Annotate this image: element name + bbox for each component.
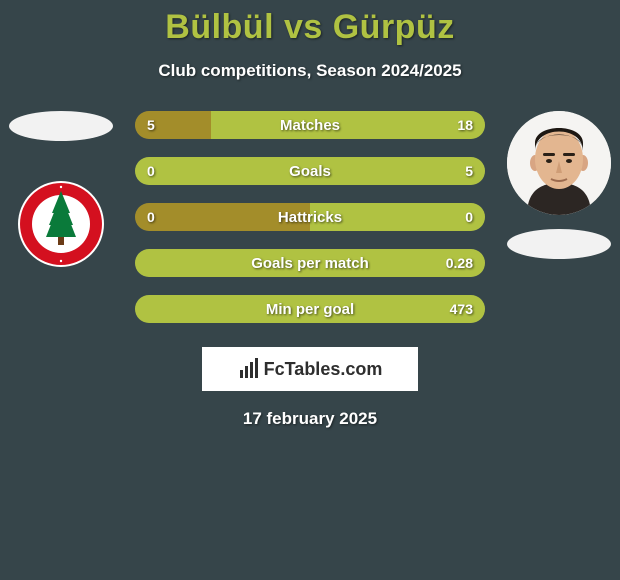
stat-bar: Hattricks00: [135, 203, 485, 231]
left-player-name-pill: [9, 111, 113, 141]
brand-text: FcTables.com: [264, 359, 383, 380]
stat-bar: Goals per match0.28: [135, 249, 485, 277]
stat-bar: Goals05: [135, 157, 485, 185]
stat-bar: Min per goal473: [135, 295, 485, 323]
page-title: Bülbül vs Gürpüz: [0, 0, 620, 47]
stat-bar: Matches518: [135, 111, 485, 139]
subtitle: Club competitions, Season 2024/2025: [0, 61, 620, 81]
left-club-badge: [18, 181, 104, 267]
left-player-col: [6, 111, 116, 267]
brand-bars-icon: [238, 358, 260, 380]
date-text: 17 february 2025: [0, 409, 620, 429]
brand-box: FcTables.com: [202, 347, 418, 391]
right-player-avatar: [507, 111, 611, 215]
comparison-panel: Matches518 Goals05 Hattricks00 Goals per ma…: [0, 111, 620, 323]
stat-bars: Matches518 Goals05 Hattricks00 Goals per ma…: [135, 111, 485, 323]
right-player-col: [504, 111, 614, 259]
right-player-name-pill: [507, 229, 611, 259]
